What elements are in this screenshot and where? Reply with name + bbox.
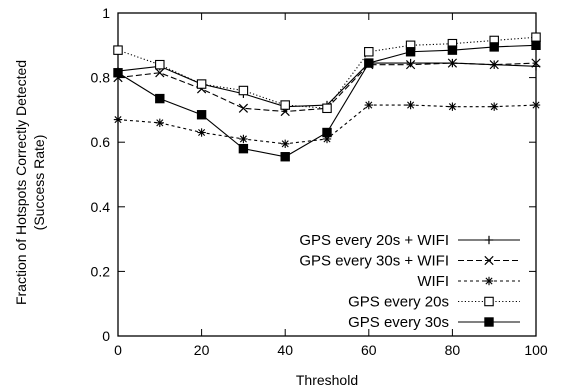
x-tick-label: 100	[524, 342, 548, 358]
y-axis-label-line2: (Success Rate)	[31, 135, 47, 231]
data-point	[197, 128, 206, 137]
data-point	[280, 152, 290, 162]
legend-marker	[484, 276, 494, 286]
legend-marker	[484, 235, 494, 245]
data-point	[489, 60, 499, 70]
plot-frame	[117, 12, 537, 337]
data-point	[280, 100, 290, 110]
legend-label: GPS every 30s + WIFI	[299, 253, 449, 270]
data-point	[448, 102, 457, 111]
y-axis-label-line1: Fraction of Hotspots Correctly Detected	[13, 60, 29, 305]
y-tick-label: 0.8	[91, 70, 111, 86]
data-point	[155, 118, 164, 128]
data-point	[155, 93, 165, 104]
data-point	[406, 100, 415, 110]
legend-item: WIFI	[417, 273, 520, 290]
legend-marker	[484, 317, 494, 327]
data-point	[447, 45, 458, 55]
series-4	[113, 32, 541, 114]
data-point	[531, 32, 541, 42]
legend-marker	[484, 255, 494, 266]
series-group	[113, 32, 541, 162]
data-point	[406, 58, 415, 68]
data-point	[155, 68, 165, 78]
x-axis-label: Threshold	[296, 372, 358, 388]
data-point	[238, 103, 249, 113]
legend-item: GPS every 30s + WIFI	[299, 253, 520, 270]
y-tick-label: 0	[102, 328, 110, 344]
legend-label: GPS every 30s	[348, 314, 449, 331]
x-tick-label: 0	[114, 342, 122, 358]
legend-item: GPS every 20s	[348, 294, 520, 311]
data-point	[531, 58, 541, 68]
data-point	[113, 68, 123, 78]
data-point	[364, 47, 374, 57]
y-tick-label: 1	[102, 5, 110, 21]
data-point	[281, 139, 290, 149]
y-tick-label: 0.2	[91, 263, 111, 279]
series-5	[113, 40, 541, 162]
legend-item: GPS every 20s + WIFI	[299, 232, 520, 249]
ticks-group: 0 20 40 60 80 100 0 0.2 0.4 0.6 0.8 1	[91, 5, 548, 358]
data-point	[405, 47, 416, 57]
series-line	[117, 36, 537, 109]
series-line	[117, 62, 537, 108]
data-point	[364, 58, 374, 68]
series-1	[113, 58, 541, 111]
x-tick-label: 80	[445, 342, 461, 358]
data-point	[239, 134, 248, 144]
data-point	[113, 115, 123, 124]
data-point	[322, 127, 332, 138]
data-point	[489, 42, 499, 52]
x-tick-label: 20	[194, 342, 210, 358]
data-point	[322, 103, 332, 114]
x-tick-label: 60	[361, 342, 377, 358]
legend-marker	[484, 296, 494, 307]
data-point	[113, 45, 123, 55]
data-point	[196, 79, 207, 89]
data-point	[531, 100, 541, 110]
y-tick-label: 0.4	[91, 199, 111, 215]
data-point	[155, 59, 165, 70]
legend: GPS every 20s + WIFI GPS every 30s + WIFI…	[299, 232, 520, 331]
data-point	[238, 143, 249, 154]
legend-label: WIFI	[417, 273, 449, 290]
legend-label: GPS every 20s	[348, 294, 449, 311]
data-point	[447, 58, 458, 68]
plot-border	[117, 12, 537, 337]
data-point	[238, 85, 249, 96]
data-point	[364, 100, 373, 110]
y-tick-label: 0.6	[91, 134, 111, 150]
data-point	[490, 102, 499, 111]
data-point	[196, 110, 207, 120]
series-3	[113, 100, 541, 149]
legend-label: GPS every 20s + WIFI	[299, 232, 449, 249]
x-tick-label: 40	[277, 342, 293, 358]
legend-item: GPS every 30s	[348, 314, 520, 331]
data-point	[405, 60, 416, 70]
data-point	[531, 40, 541, 50]
y-axis-label: Fraction of Hotspots Correctly Detected …	[13, 60, 47, 305]
